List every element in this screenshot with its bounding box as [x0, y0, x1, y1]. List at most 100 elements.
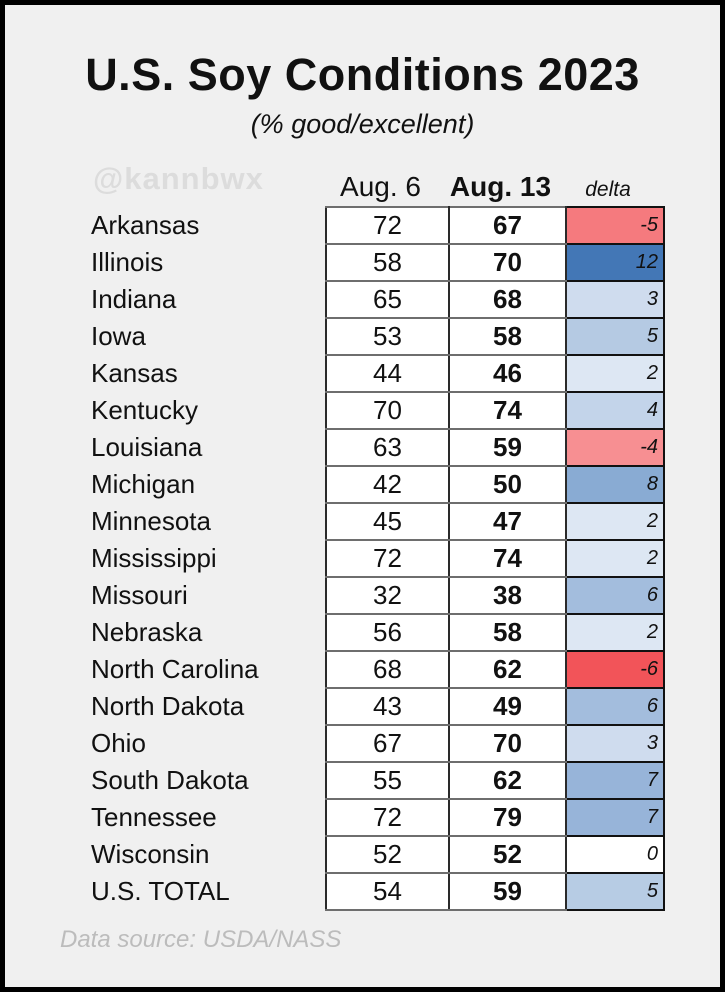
state-label: Indiana [91, 284, 177, 314]
aug13-value: 38 [448, 576, 567, 615]
state-label: North Dakota [91, 691, 245, 721]
table-row-arkansas: Arkansas 72 67 -5 [85, 206, 665, 245]
aug6-value: 67 [325, 724, 450, 763]
aug13-value: 47 [448, 502, 567, 541]
delta-value: -6 [565, 650, 665, 689]
delta-value: 3 [565, 280, 665, 319]
aug13-value: 70 [448, 243, 567, 282]
soy-conditions-table: Arkansas 72 67 -5 Illinois 58 70 12 Indi… [85, 206, 665, 911]
delta-value: 3 [565, 724, 665, 763]
aug13-value: 46 [448, 354, 567, 393]
aug6-value: 56 [325, 613, 450, 652]
table-row-indiana: Indiana 65 68 3 [85, 280, 665, 319]
state-label: Michigan [91, 469, 196, 499]
delta-value: 5 [565, 872, 665, 911]
table-row-illinois: Illinois 58 70 12 [85, 243, 665, 282]
page-title: U.S. Soy Conditions 2023 [85, 49, 640, 100]
aug6-value: 70 [325, 391, 450, 430]
aug13-value: 50 [448, 465, 567, 504]
state-label: Illinois [91, 247, 164, 277]
data-source-note: Data source: USDA/NASS [60, 926, 342, 953]
table-row-north-carolina: North Carolina 68 62 -6 [85, 650, 665, 689]
table-row-iowa: Iowa 53 58 5 [85, 317, 665, 356]
aug6-value: 45 [325, 502, 450, 541]
aug13-value: 59 [448, 428, 567, 467]
table-row-tennessee: Tennessee 72 79 7 [85, 798, 665, 837]
state-label: Ohio [91, 728, 146, 758]
aug13-value: 52 [448, 835, 567, 874]
delta-value: 7 [565, 798, 665, 837]
state-label: Kentucky [91, 395, 198, 425]
state-label: Minnesota [91, 506, 211, 536]
state-label: Wisconsin [91, 839, 210, 869]
state-label: Kansas [91, 358, 178, 388]
table-row-michigan: Michigan 42 50 8 [85, 465, 665, 504]
delta-value: 5 [565, 317, 665, 356]
delta-value: 2 [565, 354, 665, 393]
table-row-nebraska: Nebraska 56 58 2 [85, 613, 665, 652]
table-row-wisconsin: Wisconsin 52 52 0 [85, 835, 665, 874]
delta-value: -4 [565, 428, 665, 467]
column-header-aug6: Aug. 6 [340, 171, 421, 202]
delta-value: 2 [565, 502, 665, 541]
state-label: Missouri [91, 580, 188, 610]
aug6-value: 55 [325, 761, 450, 800]
delta-value: 8 [565, 465, 665, 504]
delta-value: -5 [565, 206, 665, 245]
state-label: South Dakota [91, 765, 249, 795]
state-label: North Carolina [91, 654, 259, 684]
aug13-value: 62 [448, 761, 567, 800]
aug13-value: 58 [448, 317, 567, 356]
table-row-kentucky: Kentucky 70 74 4 [85, 391, 665, 430]
aug13-value: 59 [448, 872, 567, 911]
aug6-value: 43 [325, 687, 450, 726]
table-row-south-dakota: South Dakota 55 62 7 [85, 761, 665, 800]
table-row-us-total: U.S. TOTAL 54 59 5 [85, 872, 665, 911]
aug13-value: 68 [448, 280, 567, 319]
delta-value: 6 [565, 576, 665, 615]
watermark: @kannbwx [93, 161, 264, 196]
table-row-ohio: Ohio 67 70 3 [85, 724, 665, 763]
column-header-aug13: Aug. 13 [449, 171, 552, 202]
aug13-value: 62 [448, 650, 567, 689]
aug13-value: 58 [448, 613, 567, 652]
delta-value: 7 [565, 761, 665, 800]
delta-value: 2 [565, 539, 665, 578]
delta-value: 12 [565, 243, 665, 282]
state-label: Louisiana [91, 432, 203, 462]
table-row-missouri: Missouri 32 38 6 [85, 576, 665, 615]
delta-value: 6 [565, 687, 665, 726]
state-label: Mississippi [91, 543, 217, 573]
aug6-value: 68 [325, 650, 450, 689]
table-row-kansas: Kansas 44 46 2 [85, 354, 665, 393]
state-label: Arkansas [91, 210, 200, 240]
table-row-mississippi: Mississippi 72 74 2 [85, 539, 665, 578]
table-row-louisiana: Louisiana 63 59 -4 [85, 428, 665, 467]
delta-value: 2 [565, 613, 665, 652]
aug6-value: 53 [325, 317, 450, 356]
aug6-value: 65 [325, 280, 450, 319]
aug6-value: 52 [325, 835, 450, 874]
delta-value: 4 [565, 391, 665, 430]
state-label: Tennessee [91, 802, 217, 832]
aug13-value: 67 [448, 206, 567, 245]
state-label: Nebraska [91, 617, 203, 647]
aug6-value: 72 [325, 539, 450, 578]
aug13-value: 74 [448, 391, 567, 430]
delta-value: 0 [565, 835, 665, 874]
aug6-value: 44 [325, 354, 450, 393]
aug13-value: 74 [448, 539, 567, 578]
aug6-value: 63 [325, 428, 450, 467]
state-label: U.S. TOTAL [91, 876, 230, 906]
aug6-value: 32 [325, 576, 450, 615]
aug13-value: 49 [448, 687, 567, 726]
aug6-value: 72 [325, 798, 450, 837]
aug6-value: 42 [325, 465, 450, 504]
aug13-value: 70 [448, 724, 567, 763]
aug13-value: 79 [448, 798, 567, 837]
aug6-value: 58 [325, 243, 450, 282]
page-subtitle: (% good/excellent) [250, 109, 475, 139]
table-row-north-dakota: North Dakota 43 49 6 [85, 687, 665, 726]
column-header-delta: delta [585, 178, 631, 201]
